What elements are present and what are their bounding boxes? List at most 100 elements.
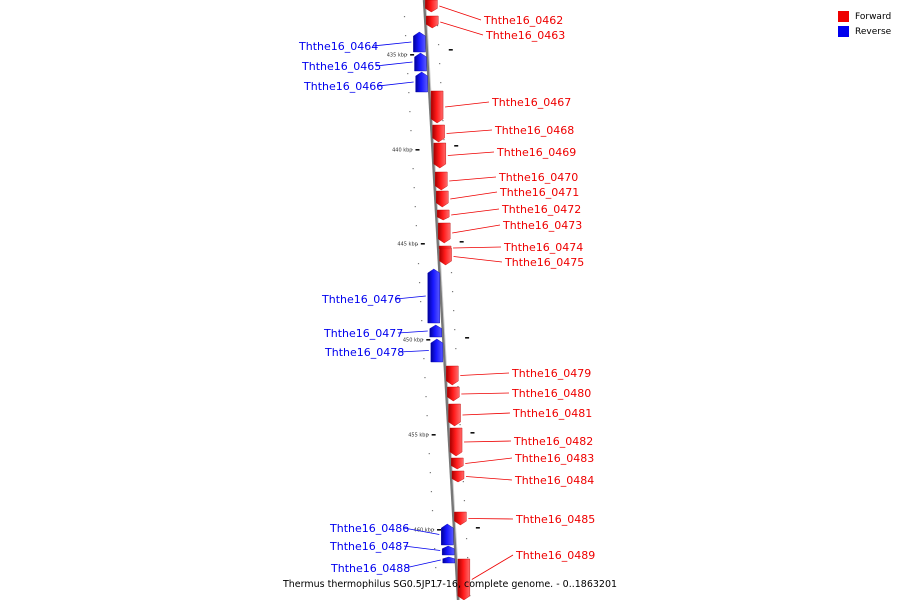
gene-ththe16-0477-label[interactable]: Ththe16_0477	[323, 327, 403, 340]
gene-ththe16-0477-arrow[interactable]	[429, 324, 442, 338]
scale-tick	[454, 145, 459, 147]
gene-ththe16-0487-leader	[403, 545, 441, 551]
scale-dot	[435, 567, 437, 569]
gene-ththe16-0480-arrow[interactable]	[447, 386, 460, 402]
gene-ththe16-0463-arrow[interactable]	[426, 15, 439, 29]
gene-ththe16-0472-arrow[interactable]	[436, 209, 450, 221]
scale-tick	[410, 54, 415, 56]
scale-tick	[431, 434, 436, 436]
gene-ththe16-0480-label[interactable]: Ththe16_0480	[511, 387, 591, 400]
scale-dot	[454, 329, 456, 331]
gene-ththe16-0489-leader	[471, 554, 514, 580]
gene-ththe16-0481-label[interactable]: Ththe16_0481	[512, 407, 592, 420]
gene-ththe16-0481-arrow[interactable]	[448, 403, 461, 427]
gene-ththe16-0462-label[interactable]: Ththe16_0462	[483, 14, 563, 27]
gene-ththe16-0481-leader	[462, 412, 511, 416]
scale-dot	[417, 263, 420, 265]
gene-ththe16-0462-leader	[439, 5, 482, 21]
gene-ththe16-0467-leader	[445, 101, 490, 108]
gene-ththe16-0478-label[interactable]: Ththe16_0478	[324, 346, 404, 359]
genome-caption: Thermus thermophilus SG0.5JP17-16, compl…	[282, 579, 618, 590]
gene-ththe16-0482-label[interactable]: Ththe16_0482	[513, 435, 593, 448]
scale-dot	[450, 272, 453, 274]
gene-ththe16-0471-arrow[interactable]	[436, 190, 449, 208]
scale-dot	[410, 130, 412, 132]
gene-ththe16-0488-arrow[interactable]	[442, 556, 455, 564]
gene-ththe16-0473-label[interactable]: Ththe16_0473	[502, 219, 582, 232]
gene-ththe16-0487-label[interactable]: Ththe16_0487	[329, 540, 409, 553]
gene-ththe16-0466-label[interactable]: Ththe16_0466	[303, 80, 383, 93]
gene-ththe16-0489-arrow[interactable]	[457, 558, 471, 600]
scale-dot	[432, 529, 435, 531]
gene-ththe16-0485-arrow[interactable]	[454, 511, 467, 526]
gene-ththe16-0479-arrow[interactable]	[446, 365, 459, 386]
reverse-swatch	[838, 26, 849, 37]
gene-ththe16-0486-arrow[interactable]	[441, 523, 454, 546]
gene-ththe16-0488-leader	[404, 559, 441, 569]
legend-item-reverse: Reverse	[838, 24, 891, 39]
scale-dot	[412, 168, 414, 170]
gene-ththe16-0484-label[interactable]: Ththe16_0484	[514, 474, 594, 487]
gene-ththe16-0466-arrow[interactable]	[415, 71, 428, 93]
gene-ththe16-0478-arrow[interactable]	[430, 338, 444, 363]
scale-tick	[475, 527, 480, 529]
gene-ththe16-0475-arrow[interactable]	[439, 247, 452, 266]
gene-ththe16-0476-arrow[interactable]	[427, 268, 440, 324]
gene-ththe16-0463-leader	[440, 21, 484, 36]
gene-ththe16-0466-leader	[377, 81, 414, 87]
gene-ththe16-0465-label[interactable]: Ththe16_0465	[301, 60, 381, 73]
gene-ththe16-0483-arrow[interactable]	[451, 457, 464, 470]
gene-ththe16-0486-label[interactable]: Ththe16_0486	[329, 522, 409, 535]
gene-ththe16-0468-arrow[interactable]	[432, 124, 445, 143]
scale-dot	[430, 491, 433, 493]
gene-ththe16-0471-leader	[450, 191, 498, 200]
scale-dot	[436, 25, 439, 27]
gene-ththe16-0485-leader	[468, 518, 514, 520]
gene-ththe16-0468-leader	[446, 129, 493, 134]
gene-ththe16-0465-leader	[375, 61, 413, 67]
gene-ththe16-0469-arrow[interactable]	[433, 142, 447, 169]
gene-ththe16-0467-label[interactable]: Ththe16_0467	[491, 96, 571, 109]
gene-ththe16-0464-label[interactable]: Ththe16_0464	[298, 40, 378, 53]
gene-ththe16-0473-arrow[interactable]	[438, 222, 451, 244]
gene-ththe16-0465-arrow[interactable]	[414, 52, 427, 72]
gene-ththe16-0469-label[interactable]: Ththe16_0469	[496, 146, 576, 159]
scale-dot	[420, 301, 422, 303]
gene-ththe16-0487-arrow[interactable]	[441, 545, 455, 556]
scale-dot	[426, 415, 428, 417]
scale-tick	[415, 149, 420, 151]
legend-reverse-label: Reverse	[855, 26, 892, 37]
scale-dot	[443, 139, 445, 141]
scale-tick	[448, 49, 453, 51]
gene-ththe16-0482-arrow[interactable]	[449, 427, 463, 457]
gene-ththe16-0479-label[interactable]: Ththe16_0479	[511, 367, 591, 380]
gene-ththe16-0483-label[interactable]: Ththe16_0483	[514, 452, 594, 465]
gene-ththe16-0488-label[interactable]: Ththe16_0488	[330, 562, 410, 575]
gene-ththe16-0472-label[interactable]: Ththe16_0472	[501, 203, 581, 216]
gene-ththe16-0470-arrow[interactable]	[435, 171, 448, 191]
gene-ththe16-0474-label[interactable]: Ththe16_0474	[503, 241, 583, 254]
forward-swatch	[838, 11, 849, 22]
gene-ththe16-0470-label[interactable]: Ththe16_0470	[498, 171, 578, 184]
scale-dot	[455, 348, 457, 350]
gene-ththe16-0476-label[interactable]: Ththe16_0476	[321, 293, 401, 306]
gene-ththe16-0462-arrow[interactable]	[425, 0, 438, 13]
gene-ththe16-0485-label[interactable]: Ththe16_0485	[515, 513, 595, 526]
gene-ththe16-0468-label[interactable]: Ththe16_0468	[494, 124, 574, 137]
legend: Forward Reverse	[838, 9, 891, 39]
gene-ththe16-0489-label[interactable]: Ththe16_0489	[515, 549, 595, 562]
gene-ththe16-0463-label[interactable]: Ththe16_0463	[485, 29, 565, 42]
scale-dot	[440, 82, 442, 84]
scale-dot	[427, 434, 429, 436]
gene-ththe16-0475-label[interactable]: Ththe16_0475	[504, 256, 584, 269]
scale-tick	[470, 432, 475, 434]
gene-ththe16-0482-leader	[464, 440, 512, 443]
scale-dot	[429, 472, 431, 474]
scale-dot	[462, 481, 464, 483]
scale-dot	[463, 500, 466, 502]
scale-tick-label: 440 kbp	[392, 148, 412, 154]
gene-ththe16-0484-arrow[interactable]	[451, 470, 465, 483]
gene-ththe16-0464-arrow[interactable]	[413, 31, 426, 53]
gene-ththe16-0471-label[interactable]: Ththe16_0471	[499, 186, 579, 199]
gene-ththe16-0467-arrow[interactable]	[430, 90, 444, 124]
